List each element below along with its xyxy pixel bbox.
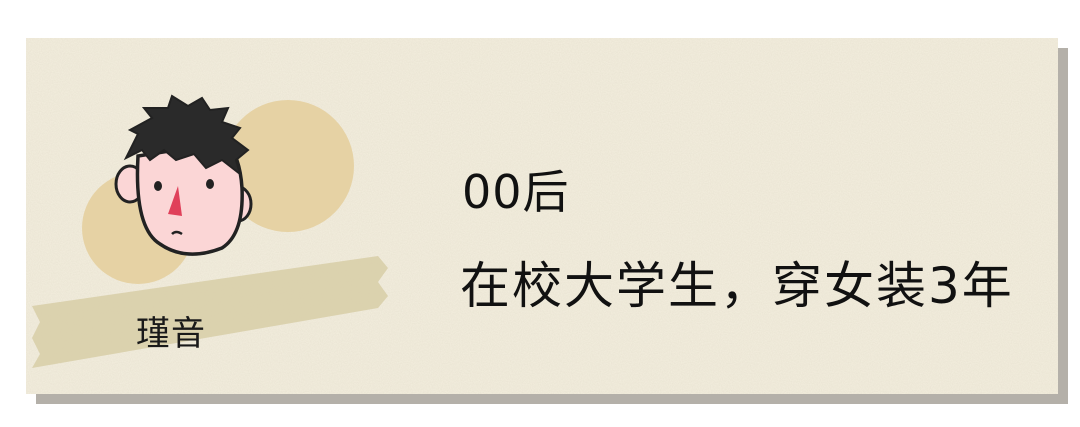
- profile-age-group: 00后: [462, 165, 570, 219]
- avatar-icon: [82, 94, 354, 284]
- profile-name: 瑾音: [136, 314, 206, 354]
- profile-card: 瑾音 00后 在校大学生，穿女装3年: [26, 38, 1058, 394]
- profile-description: 在校大学生，穿女装3年: [460, 257, 1014, 315]
- tape-label: [32, 256, 388, 368]
